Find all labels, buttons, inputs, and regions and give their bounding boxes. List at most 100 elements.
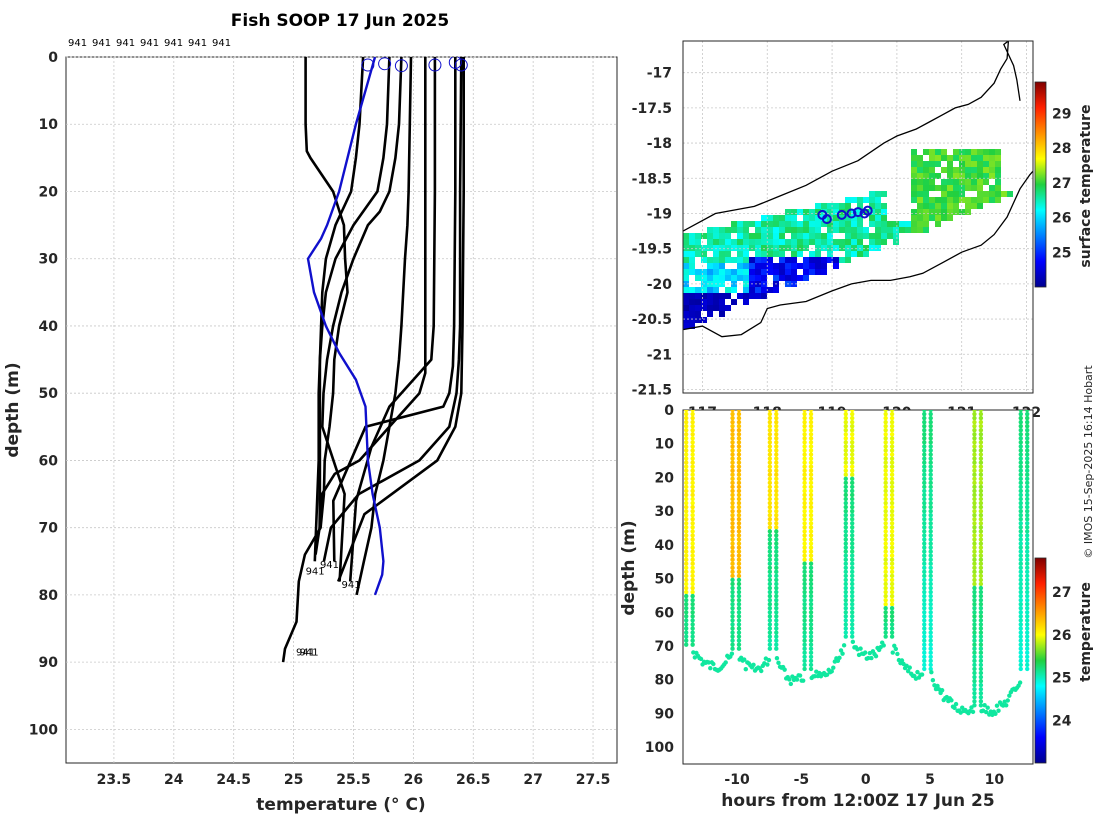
map-sst-cell bbox=[977, 185, 983, 191]
map-sst-cell bbox=[737, 293, 743, 299]
section-point bbox=[883, 521, 888, 526]
section-point bbox=[690, 508, 695, 514]
section-point bbox=[684, 569, 689, 575]
credit-text: © IMOS 15-Sep-2025 16:14 Hobart bbox=[1082, 365, 1095, 559]
map-sst-cell bbox=[761, 263, 767, 269]
track-marker bbox=[836, 209, 847, 220]
section-point bbox=[808, 662, 814, 668]
section-point bbox=[808, 610, 814, 615]
section-point bbox=[889, 618, 895, 623]
section-point bbox=[774, 593, 779, 599]
section-point bbox=[972, 658, 977, 664]
section-point bbox=[850, 512, 855, 518]
profile-end-label: 941 bbox=[306, 567, 325, 578]
section-point bbox=[1018, 569, 1023, 575]
map-sst-cell bbox=[917, 203, 923, 209]
section-point bbox=[978, 436, 984, 441]
section-point bbox=[972, 622, 977, 627]
section-point bbox=[774, 614, 779, 619]
section-point bbox=[883, 610, 888, 615]
figure-title: Fish SOOP 17 Jun 2025 bbox=[231, 11, 449, 31]
section-point bbox=[829, 669, 834, 674]
section-point bbox=[767, 589, 773, 595]
section-point bbox=[928, 622, 933, 627]
section-point bbox=[802, 549, 807, 554]
section-point bbox=[972, 638, 977, 643]
map-sst-cell bbox=[827, 239, 833, 245]
section-point bbox=[774, 411, 779, 417]
section-point bbox=[774, 460, 779, 465]
section-point bbox=[736, 577, 742, 583]
section-ytick: 20 bbox=[655, 470, 675, 486]
map-sst-cell bbox=[725, 293, 731, 299]
section-point bbox=[978, 618, 984, 623]
section-point bbox=[1025, 585, 1030, 591]
map-sst-cell bbox=[959, 209, 965, 215]
section-point bbox=[767, 492, 773, 498]
section-point bbox=[930, 678, 936, 683]
section-point bbox=[978, 573, 984, 579]
section-point bbox=[730, 484, 735, 490]
section-point bbox=[978, 500, 984, 506]
section-point bbox=[978, 432, 984, 437]
section-point bbox=[883, 589, 888, 595]
map-sst-cell bbox=[701, 245, 707, 251]
section-point bbox=[808, 537, 814, 542]
section-point bbox=[1018, 638, 1023, 643]
map-sst-cell bbox=[971, 173, 977, 179]
map-sst-cell bbox=[767, 215, 773, 221]
profile-line bbox=[331, 57, 457, 562]
section-point bbox=[808, 618, 814, 623]
section-point bbox=[736, 468, 742, 473]
section-point bbox=[802, 638, 807, 643]
map-sst-cell bbox=[815, 245, 821, 251]
section-xlabel: hours from 12:00Z 17 Jun 25 bbox=[721, 791, 994, 811]
map-sst-cell bbox=[827, 203, 833, 209]
section-point bbox=[736, 512, 742, 518]
section-point bbox=[978, 411, 984, 417]
section-point bbox=[883, 525, 888, 530]
section-point bbox=[928, 411, 933, 417]
section-point bbox=[1018, 508, 1023, 514]
section-point bbox=[1018, 549, 1023, 554]
map-sst-cell bbox=[809, 269, 815, 275]
section-point bbox=[690, 597, 695, 603]
map-sst-cell bbox=[821, 263, 827, 269]
map-sst-cell bbox=[725, 251, 731, 257]
map-sst-cell bbox=[743, 287, 749, 293]
section-point bbox=[922, 464, 927, 469]
section-point bbox=[730, 415, 735, 421]
section-point bbox=[808, 525, 814, 530]
map-sst-cell bbox=[857, 227, 863, 233]
map-sst-cell bbox=[683, 293, 689, 299]
map-sst-cell bbox=[707, 305, 713, 311]
section-point bbox=[730, 436, 735, 441]
section-point bbox=[802, 589, 807, 595]
section-point bbox=[736, 573, 742, 579]
map-sst-cell bbox=[881, 239, 887, 245]
section-point bbox=[843, 593, 848, 599]
section-point bbox=[808, 415, 814, 421]
section-point bbox=[767, 525, 773, 530]
section-point bbox=[1025, 646, 1030, 651]
map-sst-cell bbox=[989, 185, 995, 191]
map-sst-cell bbox=[707, 299, 713, 305]
section-point bbox=[850, 484, 855, 490]
map-sst-cell bbox=[869, 215, 875, 221]
section-point bbox=[808, 512, 814, 518]
section-point bbox=[736, 460, 742, 465]
map-sst-cell bbox=[731, 287, 737, 293]
section-point bbox=[730, 573, 735, 579]
map-sst-cell bbox=[737, 245, 743, 251]
section-point bbox=[730, 630, 735, 635]
map-sst-cell bbox=[809, 251, 815, 257]
map-sst-cell bbox=[947, 167, 953, 173]
map-sst-cell bbox=[683, 263, 689, 269]
map-sst-cell bbox=[683, 257, 689, 263]
section-point bbox=[808, 638, 814, 643]
map-sst-cell bbox=[743, 281, 749, 287]
section-point bbox=[889, 492, 895, 498]
section-point bbox=[850, 500, 855, 506]
section-point bbox=[978, 678, 984, 684]
